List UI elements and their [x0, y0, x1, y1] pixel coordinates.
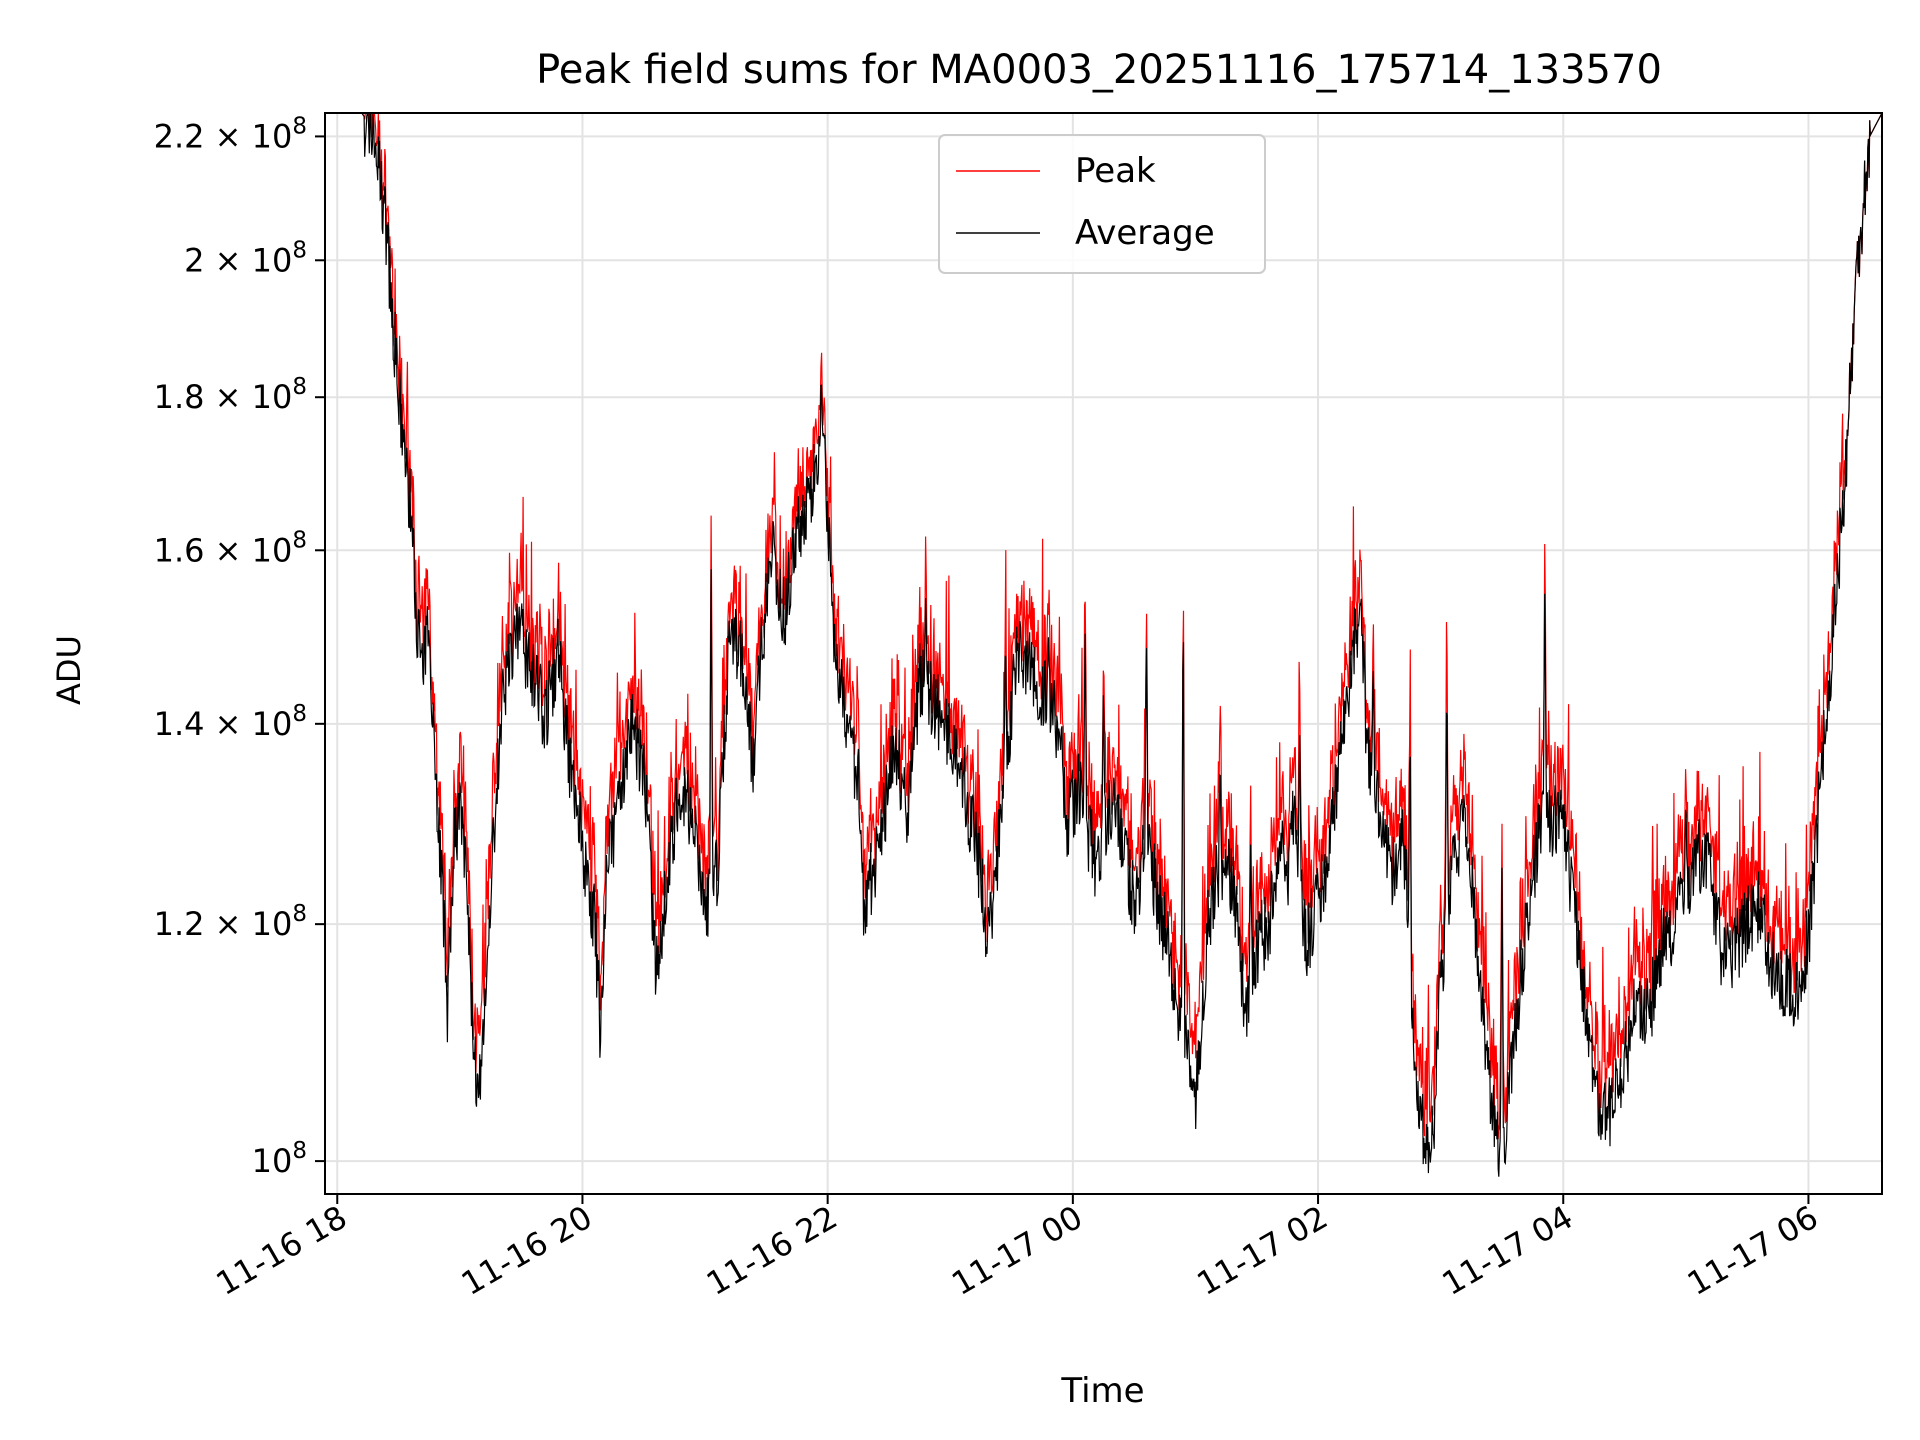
plot-frame [324, 112, 1883, 1195]
y-tick-label: 2 × 108 [184, 237, 307, 279]
legend-box [938, 134, 1266, 274]
chart-title: Peak field sums for MA0003_20251116_1757… [536, 47, 1662, 93]
y-tick-label: 1.4 × 108 [154, 701, 307, 743]
x-axis-label: Time [1060, 1371, 1144, 1411]
y-axis-label: ADU [50, 635, 88, 705]
legend-label-average: Average [1075, 213, 1215, 253]
legend-label-peak: Peak [1075, 151, 1156, 191]
series-line-peak [331, 113, 1882, 1140]
y-tick-label: 108 [252, 1138, 307, 1180]
plot-area [331, 113, 1882, 1177]
legend: Peak Average [938, 134, 1266, 274]
series-line-average [331, 113, 1882, 1177]
y-tick-label: 2.2 × 108 [154, 113, 307, 155]
y-axis-ticks: 108 1.2 × 108 1.4 × 108 1.6 × 108 1.8 × 108 2… [154, 113, 325, 1180]
y-tick-label: 1.8 × 108 [154, 374, 307, 416]
y-tick-label: 1.6 × 108 [154, 527, 307, 569]
y-tick-label: 1.2 × 108 [154, 901, 307, 943]
